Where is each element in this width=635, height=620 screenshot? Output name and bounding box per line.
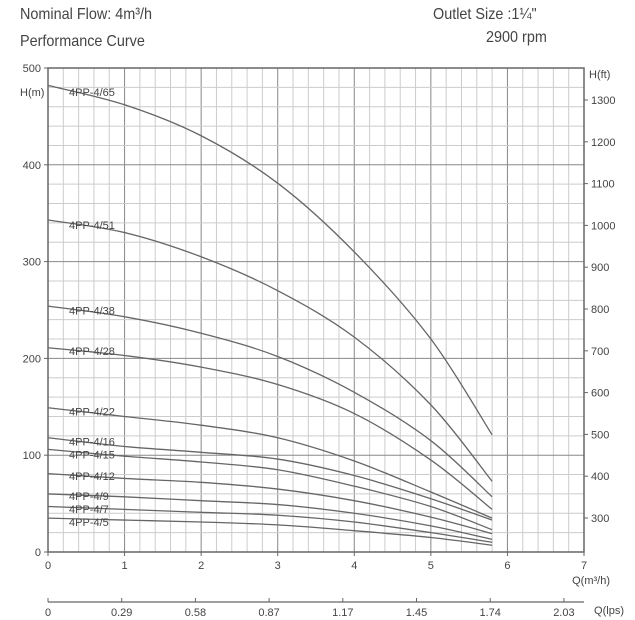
x2-tick-label: 0.58	[185, 607, 206, 619]
y2-tick-label: 400	[591, 471, 609, 483]
y-tick-label: 500	[23, 63, 41, 75]
y2-tick-label: 500	[591, 429, 609, 441]
series-label: 4PP-4/16	[69, 436, 115, 448]
series-label: 4PP-4/12	[69, 471, 115, 483]
series-label: 4PP-4/65	[69, 87, 115, 99]
series-line	[47, 84, 493, 436]
x-tick-label: 0	[45, 560, 51, 572]
series-label: 4PP-4/9	[69, 491, 109, 503]
y2-tick-label: 700	[591, 346, 609, 358]
series-line	[47, 305, 493, 498]
series-line	[47, 472, 493, 535]
x2-tick-label: 2.03	[553, 607, 574, 619]
nominal-flow: Nominal Flow: 4m³/h	[20, 6, 153, 23]
series-label: 4PP-4/28	[69, 346, 115, 358]
y2-tick-label: 1000	[591, 220, 615, 232]
x-tick-label: 2	[198, 560, 204, 572]
plot-frame	[47, 67, 585, 553]
x2-tick-label: 1.17	[332, 607, 353, 619]
y2-tick-label: 300	[591, 513, 609, 525]
y2-tick-label: 800	[591, 304, 609, 316]
x2-axis-label: Q(lps)	[594, 605, 624, 617]
y-tick-label: 100	[23, 450, 41, 462]
y-tick-label: 0	[35, 547, 41, 559]
y-tick-label: 300	[23, 257, 41, 269]
x2-tick-label: 1.45	[406, 607, 427, 619]
chart-title: Performance Curve	[20, 33, 145, 50]
series-line	[47, 347, 493, 510]
series-line	[47, 437, 493, 521]
x2-tick-label: 0	[45, 607, 51, 619]
y-tick-label: 200	[23, 353, 41, 365]
y2-tick-label: 900	[591, 262, 609, 274]
series-label: 4PP-4/5	[69, 517, 109, 529]
x2-tick-label: 1.74	[479, 607, 500, 619]
x-axis-label: Q(m³/h)	[572, 575, 610, 587]
y2-tick-label: 1300	[591, 95, 615, 107]
outlet-size: Outlet Size :1¼"	[433, 6, 537, 23]
x-tick-label: 1	[122, 560, 128, 572]
series-label: 4PP-4/22	[69, 406, 115, 418]
speed: 2900 rpm	[486, 29, 547, 46]
x2-tick-label: 0.87	[258, 607, 279, 619]
y2-tick-label: 1200	[591, 137, 615, 149]
series-label: 4PP-4/38	[69, 305, 115, 317]
x2-tick-label: 0.29	[111, 607, 132, 619]
series-label: 4PP-4/51	[69, 220, 115, 232]
y2-tick-label: 600	[591, 388, 609, 400]
series-line	[47, 407, 493, 519]
y-tick-label: 400	[23, 160, 41, 172]
y2-tick-label: 1100	[591, 179, 615, 191]
series-label: 4PP-4/15	[69, 449, 115, 461]
x-tick-label: 7	[581, 560, 587, 572]
x-tick-label: 5	[428, 560, 434, 572]
x-tick-label: 4	[351, 560, 357, 572]
series-label: 4PP-4/7	[69, 504, 109, 516]
series-line	[47, 505, 493, 543]
series-line	[47, 517, 493, 546]
y2-axis-label: H(ft)	[589, 69, 610, 81]
series-line	[47, 448, 493, 531]
x-tick-label: 3	[275, 560, 281, 572]
x-tick-label: 6	[504, 560, 510, 572]
y-axis-label: H(m)	[20, 87, 44, 99]
series-line	[47, 493, 493, 541]
series-line	[47, 219, 493, 482]
